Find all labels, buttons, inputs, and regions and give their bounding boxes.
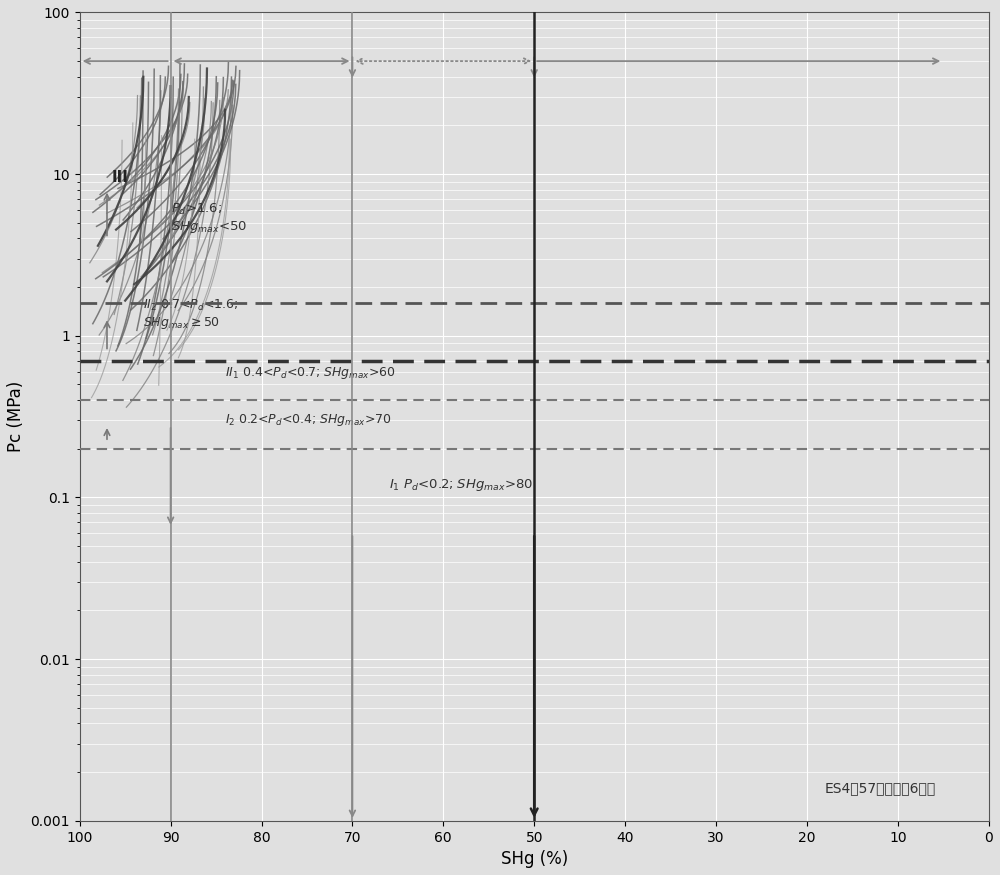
Text: III: III: [112, 170, 128, 185]
Text: $II_2$ 0.7<$P_d$<1.6;
$SHg_{max}$$\geq$50: $II_2$ 0.7<$P_d$<1.6; $SHg_{max}$$\geq$5…: [143, 298, 239, 331]
Text: $I_1$ $P_d$<0.2; $SHg_{max}$>80: $I_1$ $P_d$<0.2; $SHg_{max}$>80: [389, 477, 533, 493]
Y-axis label: Pc (MPa): Pc (MPa): [7, 381, 25, 452]
Text: $P_d$>1.6;
$SHg_{max}$<50: $P_d$>1.6; $SHg_{max}$<50: [171, 202, 247, 235]
X-axis label: SHg (%): SHg (%): [501, 850, 568, 868]
Text: ES4，57个样品，6口井: ES4，57个样品，6口井: [825, 781, 936, 795]
Text: $I_2$ 0.2<$P_d$<0.4; $SHg_{max}$>70: $I_2$ 0.2<$P_d$<0.4; $SHg_{max}$>70: [225, 412, 392, 428]
Text: $II_1$ 0.4<$P_d$<0.7; $SHg_{max}$>60: $II_1$ 0.4<$P_d$<0.7; $SHg_{max}$>60: [225, 366, 396, 382]
